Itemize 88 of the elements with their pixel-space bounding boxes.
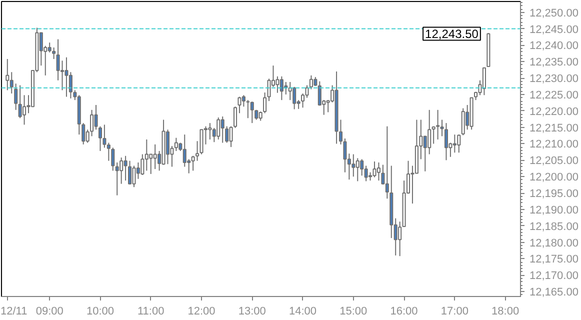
candlestick [432,126,436,144]
y-tick-label: 12,170.00 [530,270,578,282]
x-tick-label: 09:00 [36,306,64,318]
candlestick [372,160,376,178]
candlestick [482,67,486,96]
candlestick [191,155,195,172]
y-tick-label: 12,190.00 [530,204,578,216]
candlestick [182,134,186,168]
candlestick [220,116,224,144]
candlestick [444,122,448,161]
candlestick [6,58,10,91]
candlestick [225,126,229,144]
y-tick-label: 12,205.00 [530,155,578,168]
candlestick [376,162,380,182]
x-tick-label: 18:00 [492,306,520,318]
candlestick [98,126,102,152]
candlestick [276,76,280,94]
candlestick [48,42,52,53]
y-tick-label: 12,210.00 [530,138,578,151]
candlestick [246,100,250,119]
candlestick [52,46,56,60]
candlestick [280,76,284,101]
candlestick [10,72,14,94]
candlestick [132,165,136,188]
candlestick [153,144,157,170]
candlestick [128,160,132,185]
candlestick [208,122,212,140]
annotation: 12,243.50 [425,27,479,42]
candlestick [56,38,60,81]
candlestick [238,96,242,114]
candlestick [343,138,347,173]
x-tick-label: 11:00 [138,306,164,318]
candlestick [166,129,170,165]
candlestick [428,109,432,155]
candlestick [436,109,440,140]
candlestick [140,154,144,176]
candlestick [18,84,22,119]
x-tick-label: 12/11 [0,306,28,318]
candlestick [360,158,364,176]
candlestick [258,111,262,122]
candlestick [144,138,148,172]
candlestick [352,154,356,178]
y-tick-label: 12,240.00 [530,40,578,52]
x-tick-label: 16:00 [390,306,418,318]
candlestick [14,83,18,110]
y-tick-label: 12,230.00 [530,73,578,86]
x-tick-label: 12:00 [188,306,216,318]
y-tick-label: 12,235.00 [530,56,578,69]
x-tick-label: 15:00 [340,306,368,318]
y-tick-label: 12,165.00 [530,286,578,299]
candlestick [68,72,72,99]
y-tick-label: 12,250.00 [530,7,578,20]
candlestick [174,137,178,152]
candlestick [120,157,124,184]
y-tick-label: 12,200.00 [530,172,578,184]
y-tick-label: 12,180.00 [530,237,578,250]
x-tick-label: 14:00 [289,306,317,318]
candlestick [94,104,98,130]
y-tick-label: 12,215.00 [530,122,578,134]
y-tick-label: 12,220.00 [530,106,578,118]
candlestick [115,162,119,196]
candlestick [461,108,465,136]
x-tick-label: 13:00 [238,306,266,318]
candlestick [106,142,110,162]
candlestick [233,106,238,128]
candlestick [64,56,68,98]
x-tick-label: 17:00 [440,306,468,318]
y-tick-label: 12,225.00 [530,89,578,102]
candlestick [292,86,296,110]
candlestick [229,126,233,148]
candlestick [452,134,456,154]
y-tick-label: 12,175.00 [530,254,578,266]
candlestick [250,101,254,124]
x-tick-label: 10:00 [86,306,114,318]
y-tick-label: 12,195.00 [530,188,578,200]
y-tick-label: 12,245.00 [530,24,578,36]
candlestick [22,94,26,126]
candlestick [216,116,220,140]
candlestick [149,154,153,174]
candlestick [385,126,389,200]
candlestick [102,124,106,148]
candlestick [356,158,360,182]
candlestick [111,147,115,172]
candlestick [242,94,246,108]
y-tick-label: 12,185.00 [530,220,578,233]
candlestick [124,155,128,182]
candlestick [457,134,461,154]
candlestick [263,92,267,114]
